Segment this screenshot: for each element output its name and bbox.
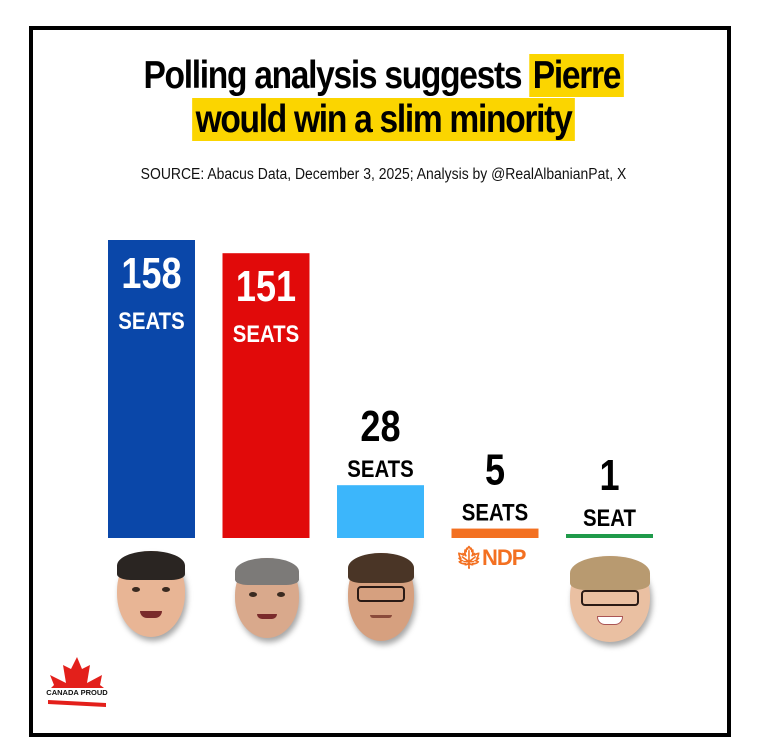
source-note: SOURCE: Abacus Data, December 3, 2025; A… <box>140 166 627 183</box>
face-may <box>570 556 650 642</box>
face-poilievre <box>117 551 185 637</box>
unit-label-4: SEAT <box>583 504 636 531</box>
ndp-logo: 🍁︎NDP <box>455 545 526 570</box>
maple-leaf-icon <box>48 657 108 707</box>
title-highlight-2: would win a slim minority <box>192 98 575 141</box>
value-label-4: 1 <box>599 451 619 500</box>
unit-label-1: SEATS <box>233 321 299 348</box>
unit-label-3: SEATS <box>462 499 528 526</box>
bar-2 <box>337 485 424 538</box>
bar-4 <box>566 534 653 538</box>
maple-leaf-icon: 🍁︎ <box>455 545 483 570</box>
value-label-2: 28 <box>360 402 400 451</box>
unit-label-2: SEATS <box>347 456 413 483</box>
value-label-0: 158 <box>121 249 181 298</box>
bar-1 <box>222 253 310 539</box>
face-carney <box>235 558 299 638</box>
value-label-1: 151 <box>236 262 296 311</box>
face-blanchet <box>348 553 414 641</box>
unit-label-0: SEATS <box>118 307 184 334</box>
title-highlight-1: Pierre <box>529 54 624 97</box>
canada-proud-logo: CANADA PROUD <box>44 655 110 711</box>
bar-3 <box>451 528 539 538</box>
title-line-1: Polling analysis suggests <box>143 54 522 97</box>
value-label-3: 5 <box>485 445 505 494</box>
chart-title: Polling analysis suggests Pierre would w… <box>54 54 714 142</box>
bar-0 <box>108 240 195 538</box>
